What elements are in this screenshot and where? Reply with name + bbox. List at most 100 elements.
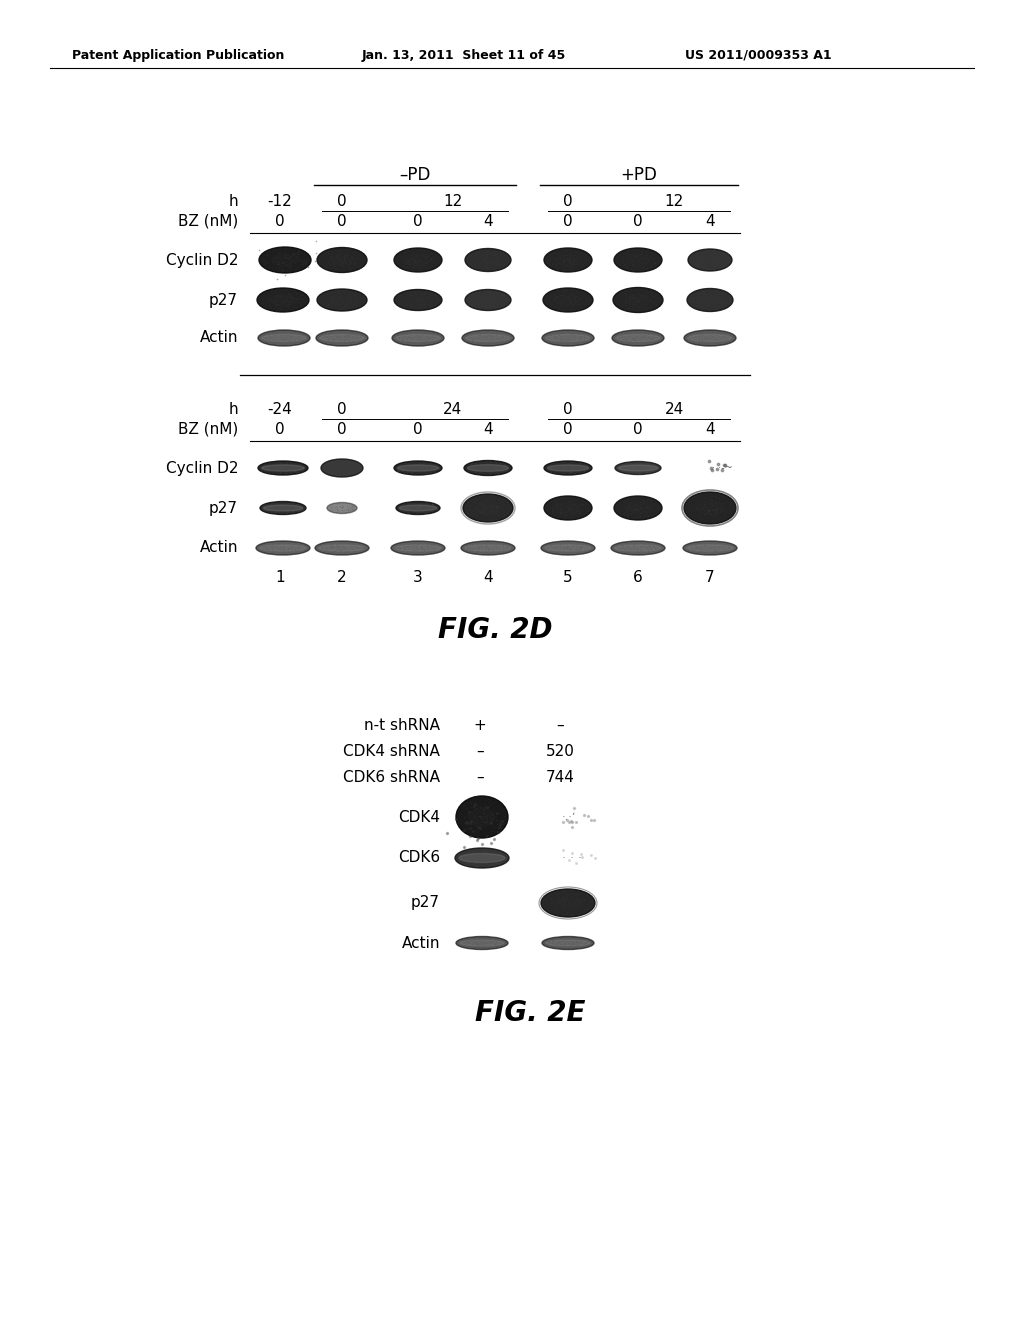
Point <box>561 329 578 350</box>
Point <box>267 248 284 269</box>
Point <box>345 293 361 314</box>
Point <box>573 284 590 305</box>
Point <box>720 244 736 265</box>
Point <box>647 495 664 516</box>
Point <box>624 533 640 554</box>
Point <box>622 539 638 560</box>
Point <box>469 928 485 949</box>
Point <box>695 504 712 525</box>
Point <box>299 325 315 346</box>
Point <box>493 455 509 477</box>
Point <box>682 248 698 269</box>
Point <box>472 535 488 556</box>
Point <box>564 887 581 908</box>
Point <box>313 535 330 556</box>
Point <box>635 536 651 557</box>
Point <box>578 936 594 957</box>
Point <box>557 896 573 917</box>
Text: h: h <box>228 401 238 417</box>
Point <box>487 932 504 953</box>
Point <box>552 296 568 317</box>
Point <box>630 461 646 482</box>
Point <box>460 327 476 348</box>
Point <box>271 247 288 268</box>
Point <box>264 535 281 556</box>
Point <box>477 846 494 867</box>
Point <box>288 494 304 515</box>
Point <box>327 325 343 346</box>
Point <box>633 243 649 264</box>
Point <box>709 297 725 318</box>
Point <box>617 535 634 556</box>
Point <box>718 251 734 272</box>
Point <box>575 455 592 477</box>
Point <box>489 540 506 561</box>
Ellipse shape <box>396 502 440 515</box>
Point <box>284 326 300 347</box>
Point <box>409 281 425 302</box>
Point <box>291 499 307 520</box>
Point <box>627 331 643 352</box>
Point <box>473 499 489 520</box>
Point <box>503 539 519 560</box>
Point <box>325 330 341 351</box>
Point <box>476 845 493 866</box>
Point <box>566 455 583 477</box>
Point <box>571 453 588 474</box>
Point <box>473 541 489 562</box>
Point <box>399 256 416 277</box>
Point <box>483 487 500 508</box>
Point <box>549 259 565 280</box>
Point <box>702 500 719 521</box>
Point <box>460 935 476 956</box>
Point <box>691 330 708 351</box>
Point <box>258 462 274 483</box>
Point <box>651 327 668 348</box>
Point <box>264 462 281 483</box>
Point <box>638 533 654 554</box>
Point <box>549 535 565 556</box>
Point <box>322 537 338 558</box>
Point <box>270 252 287 273</box>
Point <box>617 540 634 561</box>
Point <box>554 325 570 346</box>
Point <box>418 246 434 267</box>
Point <box>460 845 476 866</box>
Point <box>418 330 434 351</box>
Point <box>626 455 642 477</box>
Point <box>562 323 579 345</box>
Point <box>476 454 493 475</box>
Point <box>611 457 628 478</box>
Point <box>537 329 553 350</box>
Point <box>398 496 415 517</box>
Point <box>281 282 297 304</box>
Point <box>544 289 560 310</box>
Point <box>692 540 709 561</box>
Point <box>469 933 485 954</box>
Point <box>710 482 726 503</box>
Point <box>631 255 647 276</box>
Point <box>288 282 304 304</box>
Point <box>270 334 287 355</box>
Point <box>266 532 283 553</box>
Point <box>337 325 353 346</box>
Point <box>485 936 502 957</box>
Point <box>427 537 443 558</box>
Point <box>344 498 360 519</box>
Point <box>699 244 716 265</box>
Point <box>332 495 348 516</box>
Point <box>417 453 433 474</box>
Point <box>351 537 368 558</box>
Point <box>357 536 374 557</box>
Point <box>272 246 289 267</box>
Point <box>555 840 571 861</box>
Point <box>648 503 665 524</box>
Point <box>632 285 648 306</box>
Point <box>332 331 348 352</box>
Point <box>347 325 364 346</box>
Point <box>344 496 360 517</box>
Text: 4: 4 <box>483 570 493 586</box>
Point <box>692 329 709 350</box>
Point <box>335 536 351 557</box>
Ellipse shape <box>256 541 310 554</box>
